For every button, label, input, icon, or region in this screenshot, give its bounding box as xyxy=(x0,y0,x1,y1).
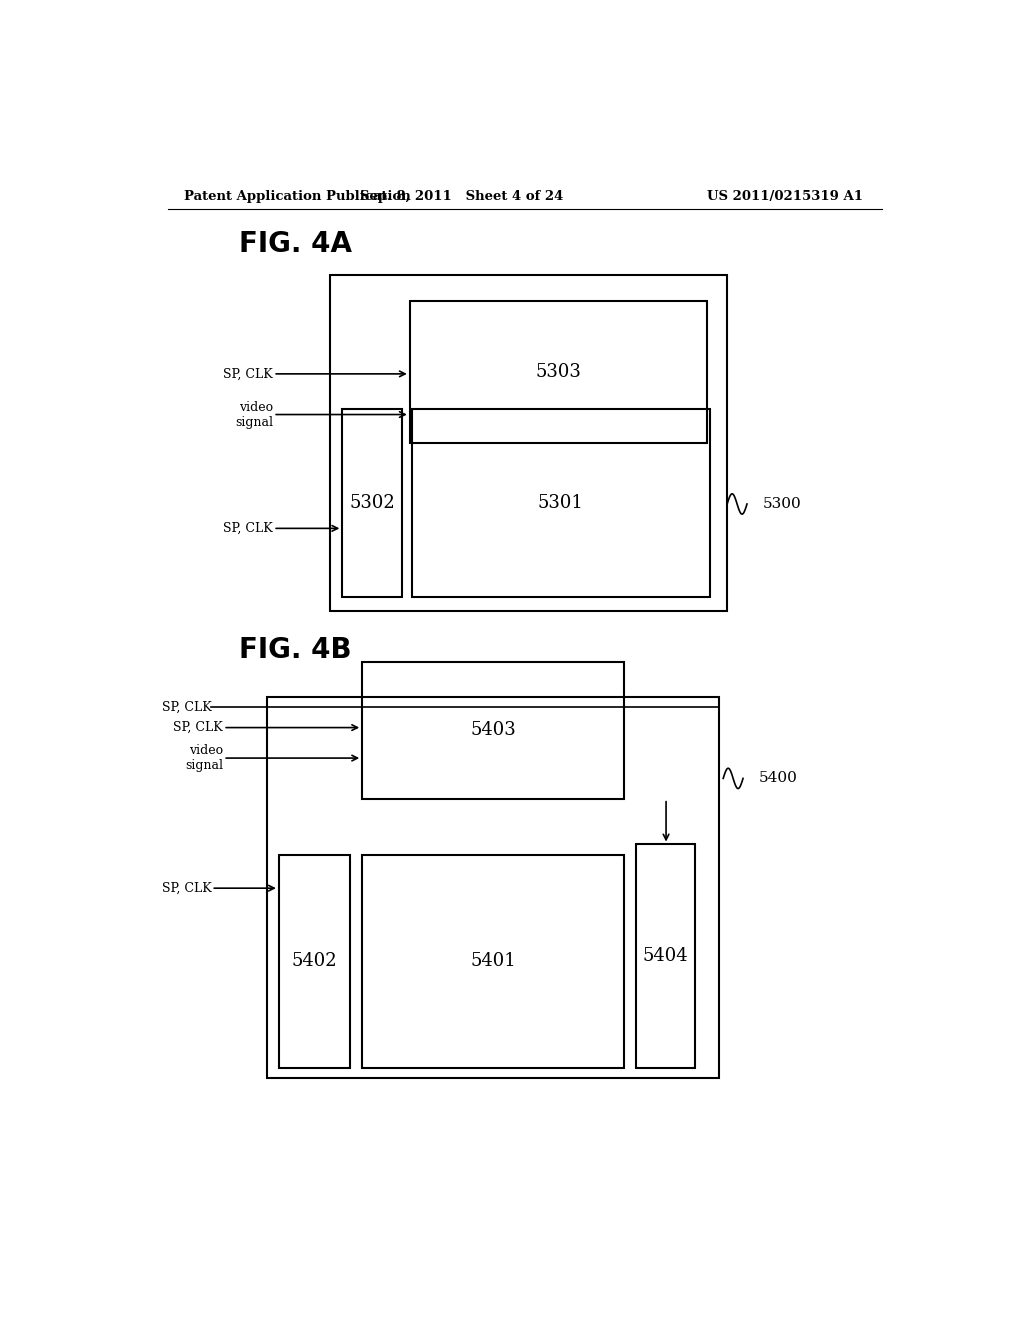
Text: 5404: 5404 xyxy=(643,948,688,965)
Text: SP, CLK: SP, CLK xyxy=(223,367,273,380)
Text: FIG. 4A: FIG. 4A xyxy=(240,230,352,257)
Text: US 2011/0215319 A1: US 2011/0215319 A1 xyxy=(708,190,863,202)
Text: Patent Application Publication: Patent Application Publication xyxy=(183,190,411,202)
Bar xyxy=(636,845,695,1068)
Bar xyxy=(279,854,350,1068)
Bar xyxy=(410,301,708,444)
Text: 5403: 5403 xyxy=(470,721,516,739)
Bar xyxy=(362,854,624,1068)
Bar xyxy=(331,276,727,611)
Text: 5401: 5401 xyxy=(470,952,516,970)
Text: 5302: 5302 xyxy=(349,495,395,512)
Text: 5303: 5303 xyxy=(536,363,582,381)
Text: SP, CLK: SP, CLK xyxy=(173,721,223,734)
Text: FIG. 4B: FIG. 4B xyxy=(240,636,351,664)
Bar xyxy=(342,409,401,598)
Text: video
signal: video signal xyxy=(236,400,273,429)
Text: 5400: 5400 xyxy=(759,771,798,785)
Bar xyxy=(267,697,719,1078)
Text: SP, CLK: SP, CLK xyxy=(223,521,273,535)
Bar xyxy=(362,661,624,799)
Text: Sep. 8, 2011   Sheet 4 of 24: Sep. 8, 2011 Sheet 4 of 24 xyxy=(359,190,563,202)
Text: 5402: 5402 xyxy=(292,952,337,970)
Text: 5300: 5300 xyxy=(763,496,802,511)
Text: 5301: 5301 xyxy=(538,495,584,512)
Text: video
signal: video signal xyxy=(185,744,223,772)
Text: SP, CLK: SP, CLK xyxy=(162,882,211,895)
Text: SP, CLK: SP, CLK xyxy=(162,701,211,714)
Bar xyxy=(412,409,710,598)
